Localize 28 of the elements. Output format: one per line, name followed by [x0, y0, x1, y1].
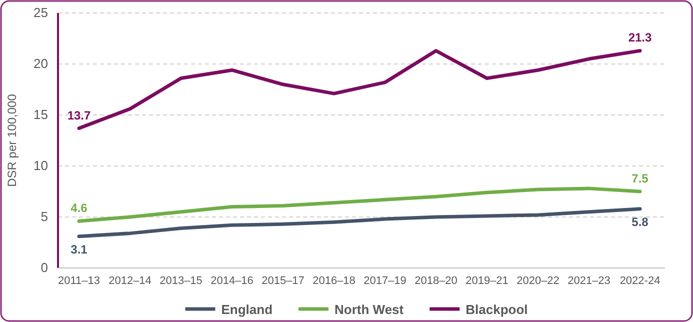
data-label: 5.8: [632, 214, 649, 229]
x-tick-label: 2021–23: [568, 274, 610, 287]
legend-label: Blackpool: [466, 302, 528, 317]
legend-label: North West: [334, 302, 404, 317]
x-tick-label: 2016–18: [312, 274, 356, 287]
x-tick-label: 2020–22: [516, 274, 560, 287]
y-tick-label: 5: [40, 209, 48, 224]
y-tick-label: 0: [40, 260, 48, 276]
data-label: 4.6: [70, 201, 88, 216]
y-tick-label: 10: [34, 158, 48, 174]
x-tick-label: 2013–15: [160, 274, 202, 287]
x-tick-label: 2015–17: [262, 274, 304, 287]
data-label: 13.7: [67, 108, 91, 122]
x-tick-label: 2018–20: [414, 274, 458, 287]
legend-label: England: [221, 302, 273, 317]
y-tick-label: 20: [34, 56, 48, 72]
y-tick-label: 15: [34, 107, 48, 122]
data-label: 3.1: [70, 242, 88, 256]
data-label: 21.3: [628, 30, 652, 45]
x-tick-label: 2011–13: [58, 274, 100, 287]
x-tick-label: 2012–14: [108, 274, 152, 287]
x-tick-label: 2017–19: [364, 274, 406, 287]
x-tick-label: 2019–21: [466, 274, 508, 287]
y-axis-title: DSR per 100,000: [5, 94, 19, 187]
x-tick-label: 2022-24: [620, 274, 660, 287]
x-tick-label: 2014–16: [210, 274, 254, 287]
data-label: 7.5: [632, 172, 649, 186]
y-tick-label: 25: [34, 5, 48, 20]
